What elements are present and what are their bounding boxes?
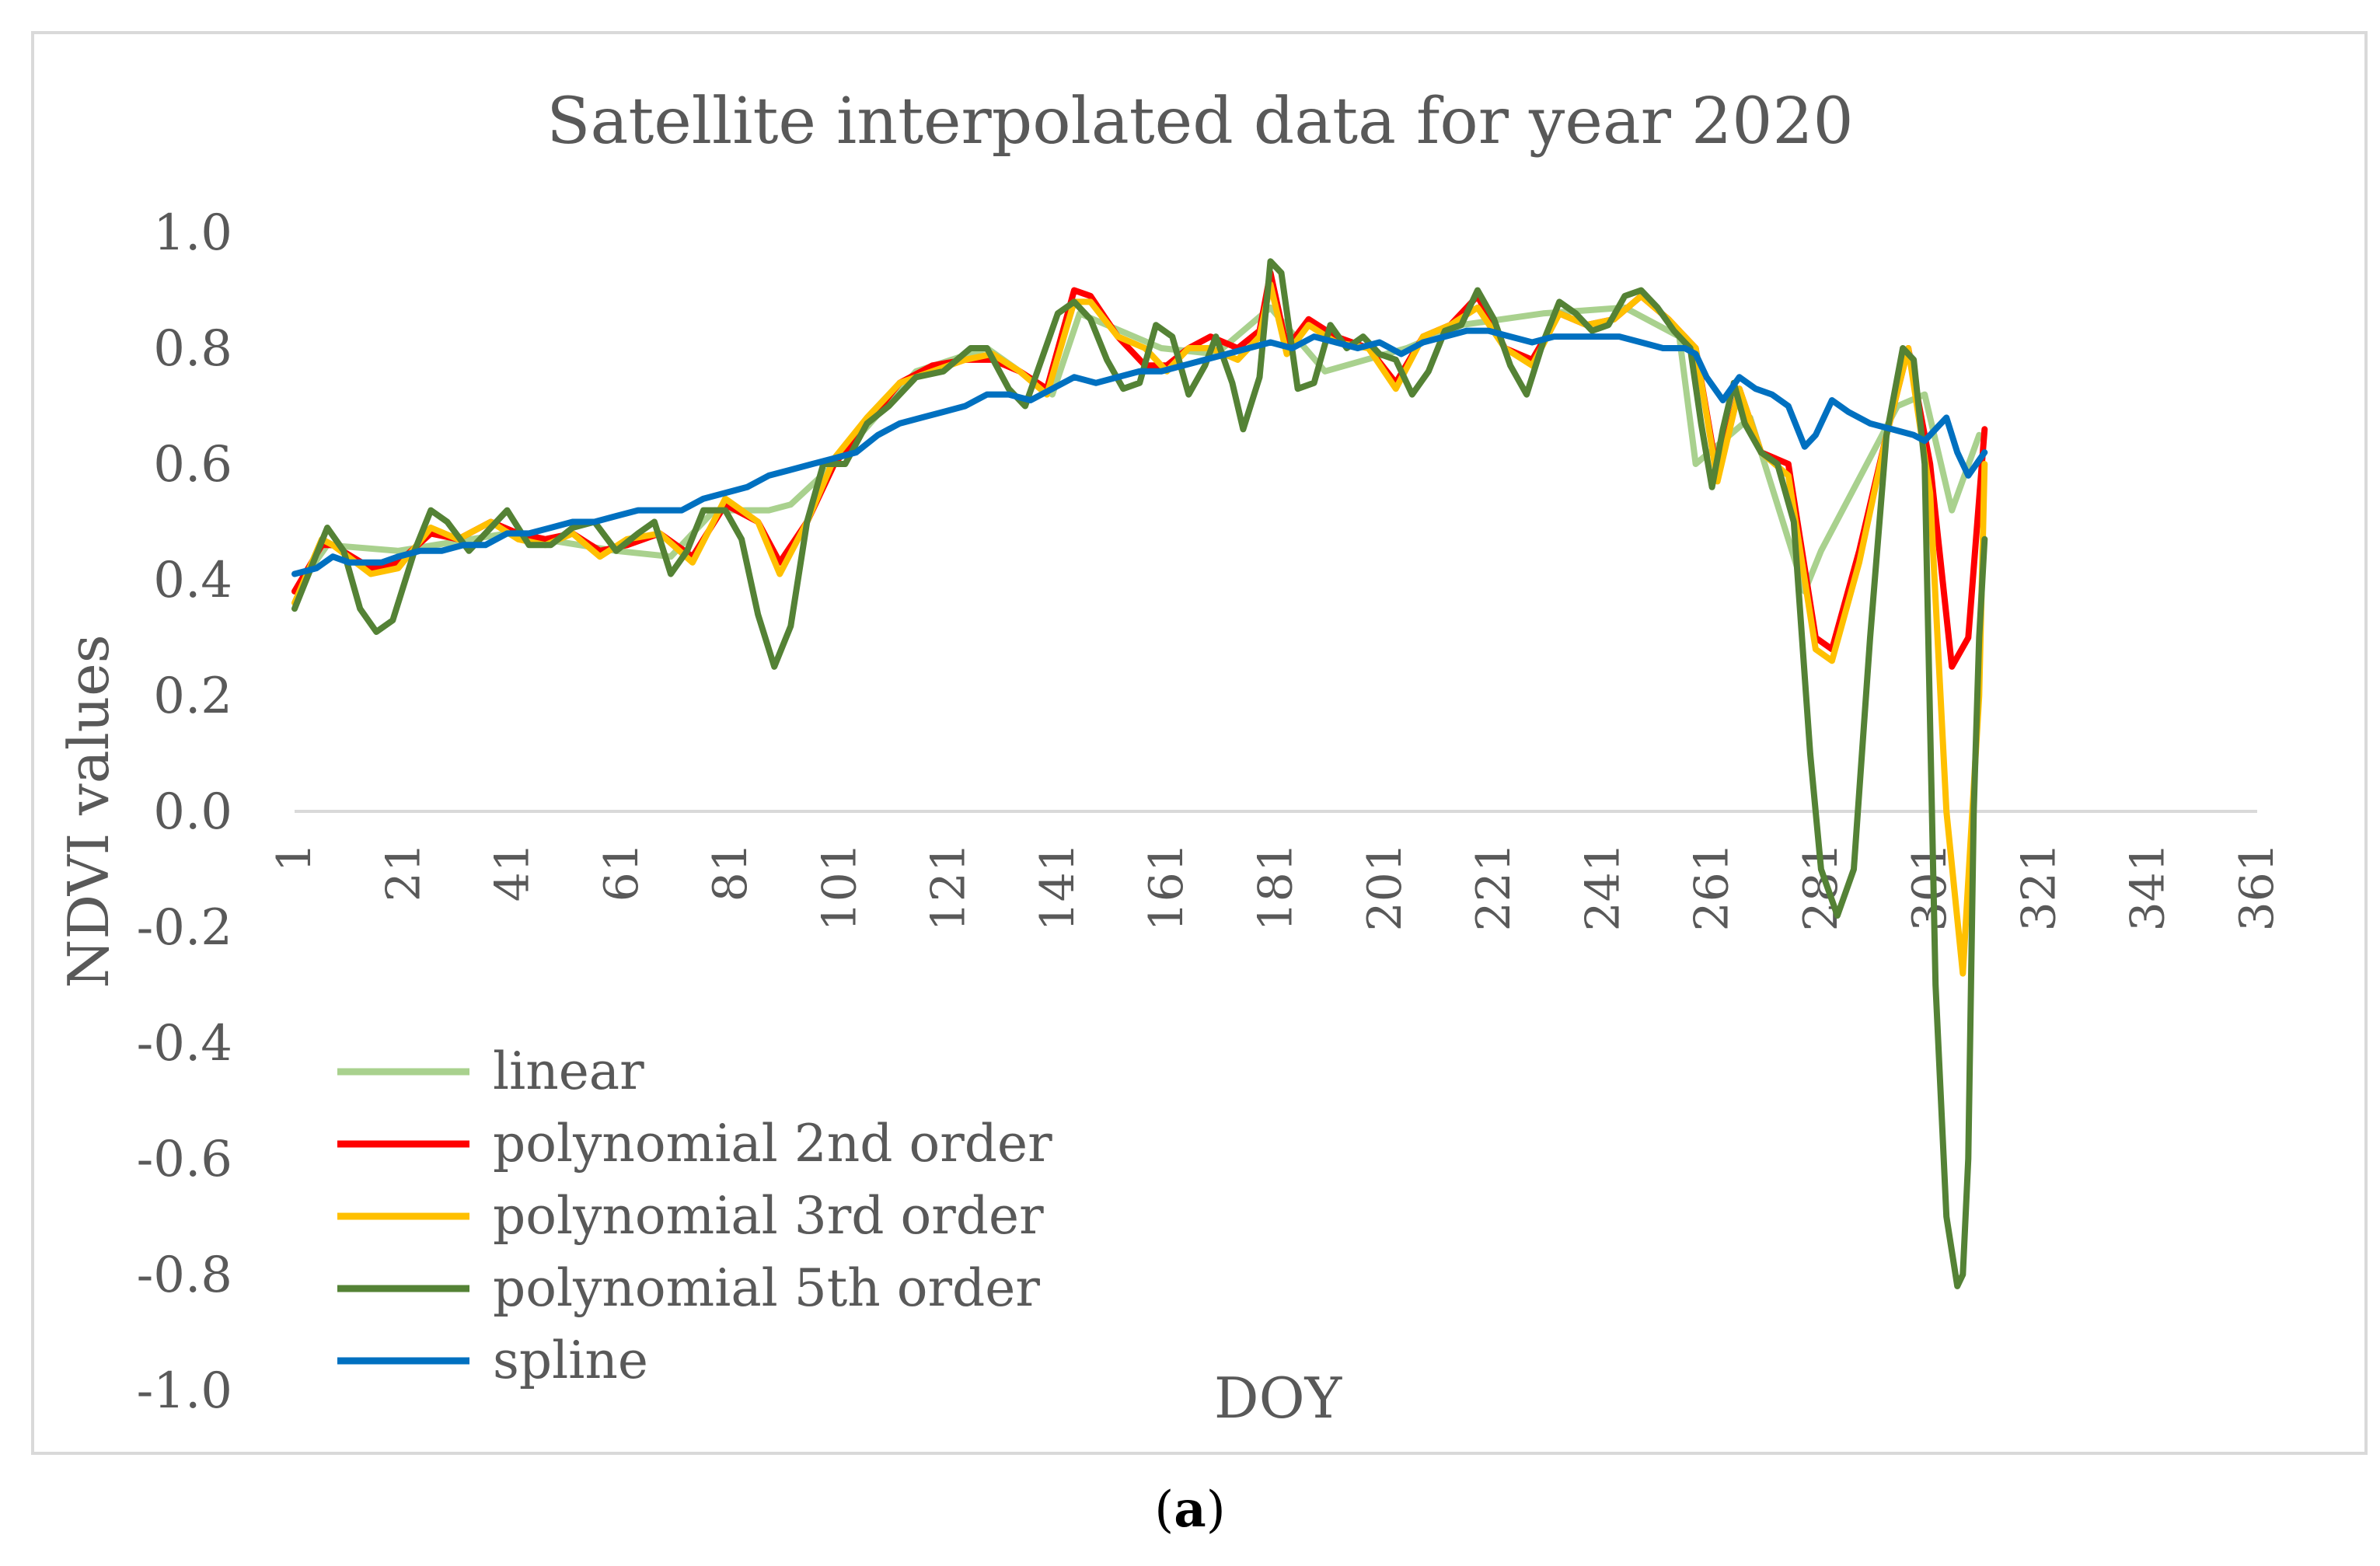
series-line-polynomial-5th-order	[291, 258, 1988, 1289]
x-tick-label: 241	[1576, 842, 1630, 932]
x-tick-label: 141	[1031, 842, 1085, 932]
series-line-spline	[291, 327, 1988, 577]
y-tick-label: 0.6	[153, 436, 232, 494]
y-tick-label: -0.2	[137, 899, 232, 957]
chart-svg: Satellite interpolated data for year 202…	[56, 85, 2284, 1431]
y-tick-label: 0.8	[153, 320, 232, 378]
y-tick-label: 1.0	[153, 204, 232, 262]
y-tick-labels: -1.0 -0.8 -0.6 -0.4 -0.2 0.0 0.2 0.4 0.6 0.8 1.0	[137, 204, 232, 1420]
x-tick-label: 221	[1467, 842, 1521, 932]
x-tick-label: 361	[2230, 842, 2284, 932]
y-tick-label: 0.2	[153, 668, 232, 725]
y-tick-label: -0.6	[137, 1131, 232, 1188]
x-tick-label: 121	[922, 842, 976, 932]
legend: linear polynomial 2nd order polynomial 3rd…	[337, 1041, 1052, 1390]
x-tick-label: 41	[486, 842, 540, 902]
legend-label: polynomial 3rd order	[493, 1186, 1044, 1246]
y-tick-label: -1.0	[137, 1362, 232, 1420]
x-tick-label: 201	[1358, 842, 1412, 932]
legend-label: polynomial 5th order	[493, 1258, 1040, 1318]
x-tick-label: 181	[1249, 842, 1303, 932]
x-tick-label: 61	[595, 842, 649, 902]
y-tick-label: -0.8	[137, 1247, 232, 1304]
y-axis-label: NDVI values	[56, 634, 121, 988]
legend-label: polynomial 2nd order	[493, 1114, 1052, 1174]
y-tick-label: -0.4	[137, 1015, 232, 1072]
legend-label: spline	[493, 1331, 648, 1390]
x-tick-label: 81	[703, 842, 758, 902]
caption-letter: a	[1174, 1481, 1206, 1539]
x-tick-label: 161	[1139, 842, 1194, 932]
y-tick-label: 0.4	[153, 552, 232, 609]
caption-open: (	[1154, 1481, 1174, 1539]
legend-label: linear	[493, 1041, 644, 1101]
series-line-polynomial-2nd-order	[291, 270, 1988, 670]
caption-close: )	[1206, 1481, 1226, 1539]
x-tick-label: 261	[1685, 842, 1740, 932]
chart-area: Satellite interpolated data for year 202…	[31, 31, 2368, 1455]
x-tick-label: 1	[267, 842, 322, 872]
figure-caption: (a)	[0, 1481, 2380, 1539]
x-tick-label: 321	[2012, 842, 2066, 932]
x-tick-label: 341	[2121, 842, 2176, 932]
y-tick-label: 0.0	[153, 783, 232, 841]
x-axis-label: DOY	[1214, 1365, 1343, 1431]
x-tick-label: 21	[376, 842, 431, 902]
x-tick-label: 101	[812, 842, 867, 932]
series-lines	[291, 258, 1988, 1289]
x-tick-labels: 1 21 41 61 81 101 121 141 161 181 201 221 241 261 281 3…	[267, 842, 2284, 932]
chart-title: Satellite interpolated data for year 202…	[546, 85, 1853, 159]
